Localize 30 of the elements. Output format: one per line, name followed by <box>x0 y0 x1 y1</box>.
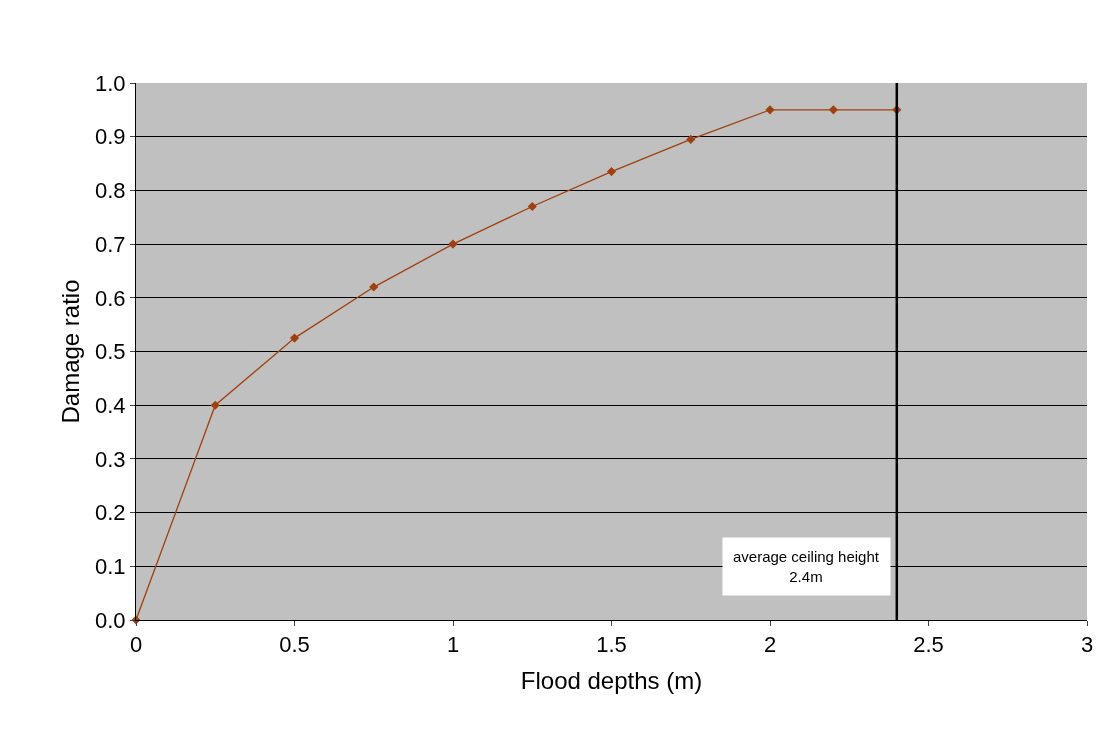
y-tick-label: 0.2 <box>95 500 126 526</box>
point <box>289 333 300 343</box>
y-tick-label: 0.8 <box>95 178 126 204</box>
x-tick-label: 3 <box>1080 632 1094 658</box>
ref-line-label: average ceiling height 2.4m <box>733 548 880 585</box>
x-tick-label: 2.5 <box>913 632 944 658</box>
x-axis-title: Flood depths (m) <box>520 666 703 694</box>
y-tick-label: 0.0 <box>95 607 126 633</box>
y-tick-label: 0.7 <box>95 231 126 257</box>
y-tick-label: 0.5 <box>95 339 126 365</box>
x-tick-label: 0 <box>129 632 143 658</box>
point <box>765 105 775 115</box>
x-tick-label: 1 <box>446 632 460 658</box>
y-tick-label: 0.3 <box>95 446 126 472</box>
point <box>527 201 537 212</box>
y-tick-label: 1.0 <box>95 70 126 96</box>
y-tick-label: 0.1 <box>95 554 126 579</box>
point <box>210 400 220 410</box>
point <box>448 239 458 249</box>
y-tick-label: 0.6 <box>95 285 126 311</box>
point <box>828 105 838 115</box>
y-tick-label: 0.4 <box>95 392 126 418</box>
x-tick-label: 1.5 <box>596 632 627 658</box>
x-tick-label: 0.5 <box>279 632 310 658</box>
y-axis-title: Damage ratio <box>57 279 85 424</box>
point <box>686 134 696 144</box>
x-tick-label: 2 <box>763 632 777 658</box>
y-tick-label: 0.9 <box>95 124 126 150</box>
point <box>606 167 617 177</box>
point <box>369 282 379 292</box>
